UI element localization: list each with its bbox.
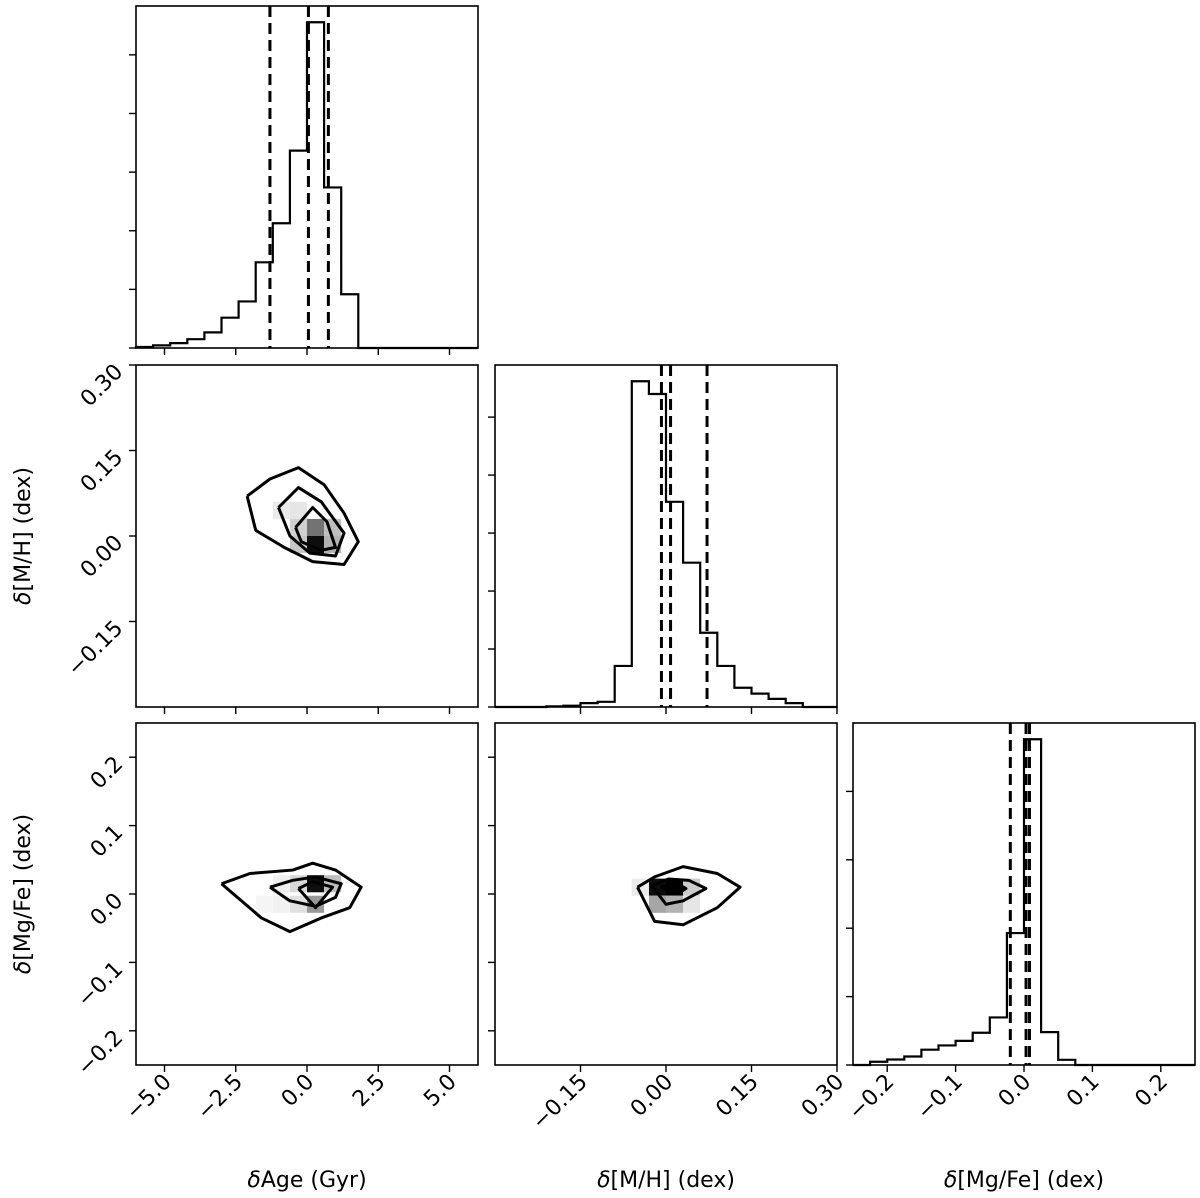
density-pixel — [289, 518, 307, 536]
x-tick-label-age: −2.5 — [193, 1070, 248, 1125]
contour-level-3 — [294, 506, 337, 552]
x-tick-label-mh: −0.15 — [527, 1070, 592, 1135]
contour-level-2 — [650, 877, 708, 906]
y-tick-label-mh: 0.15 — [76, 445, 128, 497]
x-tick-label-mgfe: 0.0 — [994, 1070, 1036, 1112]
axis-label-mh: δ[M/H] (dex) — [597, 1168, 735, 1193]
histogram-mh — [495, 380, 837, 709]
x-tick-label-mgfe: −0.2 — [844, 1070, 899, 1125]
density-pixel — [272, 895, 290, 913]
y-tick-label-mgfe: −0.1 — [73, 957, 128, 1012]
x-tick-label-mh: 0.30 — [797, 1070, 849, 1122]
x-tick-label-age: 2.5 — [348, 1070, 390, 1112]
x-tick-label-age: −5.0 — [121, 1070, 176, 1125]
contour-level-1 — [220, 861, 363, 934]
axis-label-mgfe: δ[Mg/Fe] (dex) — [11, 814, 36, 974]
axis-label-age: δAge (Gyr) — [247, 1168, 366, 1193]
axis-label-mh: δ[M/H] (dex) — [11, 467, 36, 605]
x-tick-label-mgfe: 0.2 — [1131, 1070, 1173, 1112]
x-tick-label-age: 0.0 — [277, 1070, 319, 1112]
axis-label-mgfe: δ[Mg/Fe] (dex) — [944, 1168, 1104, 1193]
x-tick-label-mgfe: −0.1 — [912, 1070, 967, 1125]
contour-level-3 — [297, 880, 335, 910]
y-tick-label-mh: 0.00 — [76, 531, 128, 583]
histogram-mgfe — [853, 738, 1195, 1067]
density-pixel — [666, 895, 684, 913]
panel-frame-age-mgfe — [135, 722, 479, 1066]
y-tick-label-mgfe: 0.1 — [86, 820, 128, 862]
density-panel-mh-mgfe — [631, 865, 742, 927]
density-pixel — [648, 895, 666, 913]
x-tick-label-mh: 0.00 — [626, 1070, 678, 1122]
contour-level-2 — [269, 875, 343, 908]
x-tick-label-mgfe: 0.1 — [1062, 1070, 1104, 1112]
density-pixel — [272, 501, 290, 519]
y-tick-label-mh: 0.30 — [76, 360, 128, 412]
y-tick-label-mgfe: 0.2 — [86, 752, 128, 794]
y-tick-label-mgfe: −0.2 — [73, 1025, 128, 1080]
x-tick-label-age: 5.0 — [419, 1070, 461, 1112]
contour-level-1 — [636, 865, 742, 927]
density-pixel — [307, 895, 325, 913]
contour-level-2 — [277, 486, 346, 558]
density-panel-age-mh — [245, 466, 360, 566]
density-pixel — [289, 501, 307, 519]
density-pixel — [289, 895, 307, 913]
y-tick-label-mgfe: 0.0 — [86, 889, 128, 931]
density-panel-age-mgfe — [220, 861, 363, 934]
contour-level-1 — [245, 466, 360, 566]
x-tick-label-mh: 0.15 — [711, 1070, 763, 1122]
y-tick-label-mh: −0.15 — [63, 616, 128, 681]
density-pixel — [255, 895, 273, 913]
density-pixel — [307, 518, 325, 536]
contour-level-3 — [659, 882, 688, 896]
